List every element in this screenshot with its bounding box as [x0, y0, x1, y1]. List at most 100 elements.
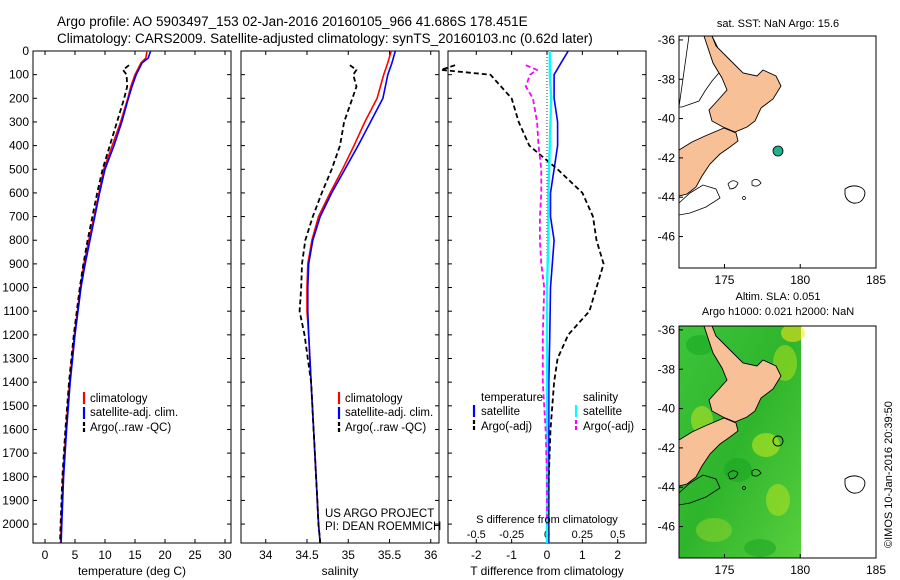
difference-axis-label: T difference from climatology — [470, 564, 624, 578]
lat-tick-label: -36 — [658, 323, 676, 337]
legend-label-argo: Argo(..raw -QC) — [345, 422, 426, 434]
series-line-satellite-adj-clim- — [306, 50, 397, 544]
salinity-panel-frame — [240, 50, 440, 544]
sla-map-title-line-1: Altim. SLA: 0.051 — [736, 291, 821, 303]
series-line-climatology — [306, 50, 392, 544]
south-island — [679, 417, 739, 487]
depth-tick-label: 400 — [9, 139, 29, 153]
series-line-argo-raw-qc- — [298, 64, 358, 544]
legend-heading-salinity: salinity — [583, 392, 618, 404]
salinity-legend: climatology satellite-adj. clim. Argo(..… — [337, 392, 433, 434]
x-tick-label: 36 — [424, 548, 438, 562]
x-tick-label: 30 — [218, 548, 232, 562]
legend-label-climatology: climatology — [345, 393, 403, 405]
islet-contour — [751, 179, 762, 187]
depth-tick-label: 500 — [9, 162, 29, 176]
lon-tick-label: 185 — [866, 273, 886, 287]
sla-map-title-line-2: Argo h1000: 0.021 h2000: NaN — [702, 306, 854, 318]
lat-tick-label: -42 — [658, 151, 676, 165]
temperature-panel-frame — [32, 50, 232, 544]
argo-float-marker — [772, 145, 784, 157]
temperature-panel: 0 5 10 15 20 25 30 — [33, 50, 232, 562]
depth-tick-label: 1600 — [2, 422, 29, 436]
chatham-islands — [844, 475, 866, 494]
legend-label-salinity-satellite: satellite — [583, 406, 622, 418]
lon-tick-label: 185 — [866, 563, 886, 577]
x-tick-label: 34.5 — [295, 548, 319, 562]
lat-tick-label: -38 — [658, 72, 676, 86]
x-tick-label: -1 — [506, 548, 517, 562]
project-credit-line-1: US ARGO PROJECT — [325, 508, 434, 520]
lat-tick-label: -40 — [658, 402, 676, 416]
series-line-temperature-argo-adj- — [439, 64, 605, 544]
x-tick-label: 25 — [188, 548, 202, 562]
depth-tick-label: 600 — [9, 186, 29, 200]
x-tick-label: 5 — [72, 548, 79, 562]
project-credit-line-2: PI: DEAN ROEMMICH — [325, 521, 441, 533]
south-island — [679, 127, 739, 197]
series-line-argo-raw-qc- — [59, 64, 130, 544]
lat-tick-label: -40 — [658, 112, 676, 126]
lat-tick-label: -42 — [658, 441, 676, 455]
depth-tick-label: 1400 — [2, 375, 29, 389]
depth-tick-label: 900 — [9, 257, 29, 271]
lon-tick-label: 175 — [714, 273, 734, 287]
figure-title-line-2: Climatology: CARS2009. Satellite-adjuste… — [57, 31, 593, 46]
legend-heading-temperature: temperature — [481, 392, 543, 404]
imos-credit: ©IMOS 10-Jan-2016 20:39:50 — [883, 401, 895, 548]
legend-label-temperature-satellite: satellite — [481, 406, 520, 418]
depth-tick-label: 1200 — [2, 328, 29, 342]
x-tick-label: 34 — [259, 548, 273, 562]
depth-tick-label: 1300 — [2, 352, 29, 366]
salinity-diff-tick-label: 0.25 — [572, 529, 593, 541]
temperature-legend: climatology satellite-adj. clim. Argo(..… — [82, 392, 178, 434]
legend-label-satellite: satellite-adj. clim. — [345, 407, 433, 419]
depth-tick-label: 300 — [9, 115, 29, 129]
lon-tick-label: 175 — [714, 563, 734, 577]
depth-tick-label: 1700 — [2, 446, 29, 460]
depth-tick-label: 100 — [9, 68, 29, 82]
chatham-rise-contour — [727, 180, 739, 190]
salinity-diff-tick-label: 0.5 — [610, 529, 625, 541]
depth-tick-label: 2000 — [2, 517, 29, 531]
sla-map — [679, 326, 876, 558]
x-tick-label: 0 — [544, 548, 551, 562]
chatham-islands — [844, 185, 866, 204]
x-tick-label: 15 — [128, 548, 142, 562]
sla-map-axes: 175 180 185 -36 -38 -40 -42 -44 -46 — [658, 323, 887, 577]
depth-tick-label: 0 — [22, 44, 29, 58]
legend-label-salinity-argo: Argo(-adj) — [583, 421, 634, 433]
lon-tick-label: 180 — [790, 273, 810, 287]
lat-tick-label: -44 — [658, 480, 676, 494]
salinity-diff-tick-label: -0.5 — [467, 529, 486, 541]
lat-tick-label: -46 — [658, 230, 676, 244]
legend-label-argo: Argo(..raw -QC) — [90, 422, 171, 434]
coastline-contour-south — [679, 184, 721, 216]
x-tick-label: 2 — [614, 548, 621, 562]
north-island — [703, 36, 782, 133]
sst-map-title: sat. SST: NaN Argo: 15.6 — [717, 18, 839, 30]
x-tick-label: -2 — [471, 548, 482, 562]
x-tick-label: 10 — [98, 548, 112, 562]
salinity-panel: 34 34.5 35 35.5 36 — [241, 50, 439, 562]
series-line-satellite-adj-clim- — [60, 50, 152, 544]
legend-label-satellite: satellite-adj. clim. — [90, 407, 178, 419]
argo-float-marker — [772, 435, 784, 447]
sst-map-axes: 175 180 185 -36 -38 -40 -42 -44 -46 — [658, 33, 887, 287]
lat-tick-label: -46 — [658, 520, 676, 534]
series-line-climatology — [59, 50, 148, 544]
difference-legend: temperature salinity satellite Argo(-adj… — [472, 392, 634, 433]
legend-label-climatology: climatology — [90, 393, 148, 405]
series-line-salinity-argo-adj- — [524, 64, 548, 525]
lat-tick-label: -38 — [658, 362, 676, 376]
depth-tick-label: 1500 — [2, 399, 29, 413]
depth-tick-label: 1800 — [2, 470, 29, 484]
north-island — [703, 326, 782, 423]
x-tick-label: 0 — [42, 548, 49, 562]
x-tick-label: 35 — [342, 548, 356, 562]
legend-label-temperature-argo: Argo(-adj) — [481, 421, 532, 433]
lat-tick-label: -36 — [658, 33, 676, 47]
depth-axis: 0 100 200 300 400 500 600 700 800 900 1000 1100 1200… — [2, 44, 29, 531]
